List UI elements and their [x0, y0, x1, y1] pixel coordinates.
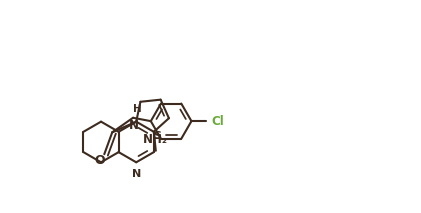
Text: NH₂: NH₂ [142, 133, 168, 146]
Text: H: H [133, 104, 141, 114]
Text: S: S [153, 131, 161, 141]
Text: N: N [132, 169, 141, 179]
Text: Cl: Cl [211, 115, 224, 128]
Text: N: N [129, 119, 139, 132]
Text: O: O [95, 154, 105, 167]
